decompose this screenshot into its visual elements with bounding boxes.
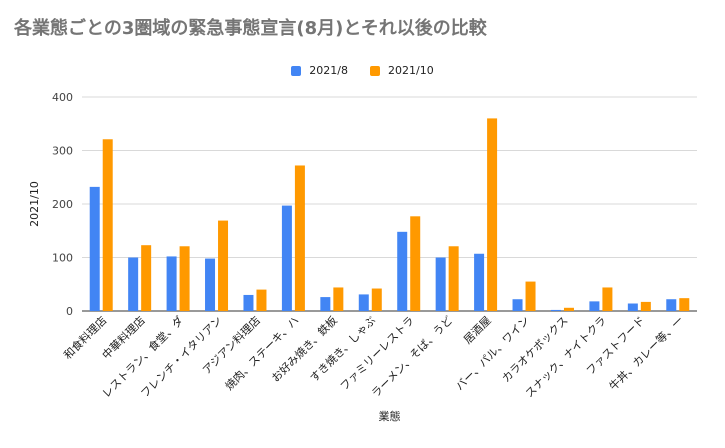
- bar: [102, 139, 113, 311]
- legend-swatch-series-1: [291, 65, 302, 76]
- bar: [128, 257, 139, 311]
- bar: [243, 294, 254, 311]
- legend-item-series-2: 2021/10: [370, 64, 434, 77]
- bar: [179, 246, 190, 311]
- bar: [218, 220, 229, 311]
- legend: 2021/8 2021/10: [0, 64, 725, 77]
- bar: [512, 299, 523, 311]
- bar: [474, 253, 485, 311]
- bar: [358, 294, 369, 311]
- bar: [679, 298, 690, 311]
- legend-item-series-1: 2021/8: [291, 64, 348, 77]
- bar: [550, 309, 561, 311]
- bar: [89, 186, 100, 311]
- bar: [589, 301, 600, 311]
- bar: [627, 303, 638, 311]
- x-tick-label: ファミリーレストラ: [338, 314, 417, 393]
- legend-label-series-1: 2021/8: [309, 64, 348, 77]
- bar: [205, 258, 216, 311]
- bar: [333, 287, 344, 311]
- bar: [435, 257, 446, 311]
- x-tick-label: お好み焼き、鉄板: [268, 313, 340, 385]
- x-tick-label: 焼肉、ステーキ、ハ: [223, 314, 302, 393]
- legend-swatch-series-2: [370, 65, 380, 76]
- y-tick-label: 400: [52, 91, 73, 104]
- bar: [410, 216, 421, 311]
- bar: [141, 245, 152, 311]
- bar: [640, 301, 651, 311]
- bar: [448, 246, 459, 311]
- legend-label-series-2: 2021/10: [388, 64, 434, 77]
- bar: [320, 297, 331, 311]
- x-tick-label: カラオケボックス: [499, 314, 570, 385]
- bar: [281, 205, 292, 311]
- chart-title: 各業態ごとの3圏域の緊急事態宣言(8月)とそれ以後の比較: [14, 18, 487, 39]
- bar: [294, 165, 305, 311]
- bar: [397, 231, 408, 311]
- y-tick-label: 0: [66, 305, 73, 318]
- bar: [166, 256, 177, 311]
- bar: [371, 288, 382, 311]
- x-tick-label: バー、パル、ワイン: [453, 314, 532, 393]
- bar: [256, 289, 267, 311]
- y-tick-label: 200: [52, 198, 73, 211]
- x-tick-label: すき焼き、しゃぶ: [308, 314, 379, 385]
- y-tick-label: 300: [52, 145, 73, 158]
- y-axis-title: 2021/10: [28, 181, 41, 227]
- x-tick-label: 居酒屋: [461, 314, 494, 347]
- x-axis-title: 業態: [379, 409, 401, 423]
- bar: [602, 287, 613, 311]
- bar: [563, 307, 574, 311]
- y-tick-label: 100: [52, 252, 73, 265]
- bar: [666, 299, 677, 311]
- x-tick-label: 牛丼、カレー等、一: [606, 313, 686, 393]
- bar: [525, 281, 536, 311]
- bar: [487, 118, 498, 312]
